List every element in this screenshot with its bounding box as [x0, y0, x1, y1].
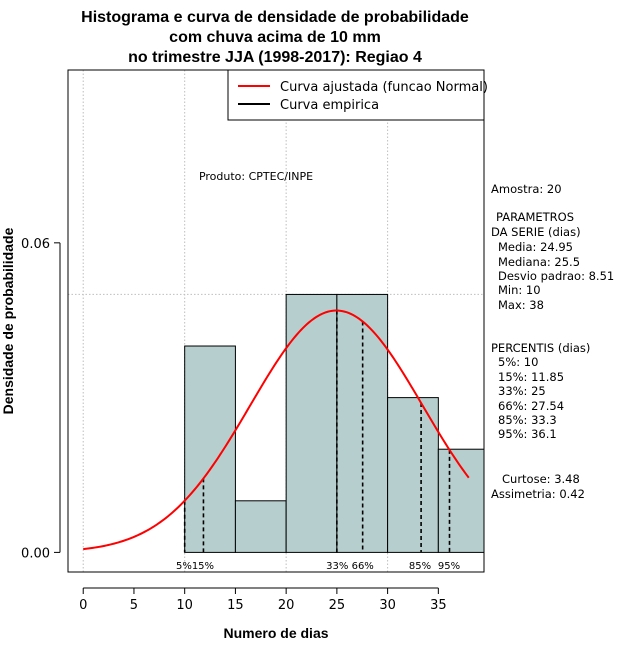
- stat-parametros-header-1: PARAMETROS: [496, 210, 574, 224]
- percentile-label-5-15: 5%15%: [176, 561, 214, 572]
- stat-p5: 5%: 10: [498, 355, 538, 369]
- x-axis: 0 5 10 15 20 25 30 35: [79, 587, 447, 613]
- stat-curtose: Curtose: 3.48: [502, 472, 580, 486]
- stat-p66: 66%: 27.54: [498, 399, 564, 413]
- product-label: Produto: CPTEC/INPE: [199, 170, 313, 183]
- stat-assimetria: Assimetria: 0.42: [491, 487, 585, 501]
- histogram-bar-1: [234, 500, 287, 553]
- x-tick-label-20: 20: [278, 598, 295, 613]
- bars-layer: [184, 293, 485, 553]
- stat-p85: 85%: 33.3: [498, 413, 557, 427]
- x-tick-label-30: 30: [379, 598, 396, 613]
- histogram-bar-5: [437, 448, 485, 553]
- stat-amostra: Amostra: 20: [491, 182, 562, 196]
- chart-title-line-1: Histograma e curva de densidade de proba…: [81, 9, 469, 26]
- stat-p15: 15%: 11.85: [498, 370, 564, 384]
- histogram-bar-4: [387, 397, 439, 553]
- stat-min: Min: 10: [498, 283, 541, 297]
- x-axis-title: Numero de dias: [223, 625, 328, 641]
- percentile-label-95: 95%: [438, 561, 460, 572]
- stat-desvio: Desvio padrao: 8.51: [498, 269, 614, 283]
- stat-p95: 95%: 36.1: [498, 427, 557, 441]
- stat-parametros-header-2: DA SERIE (dias): [491, 225, 581, 239]
- stat-p33: 33%: 25: [498, 384, 546, 398]
- stat-percentis-header: PERCENTIS (dias): [491, 341, 590, 355]
- fitted-normal-curve: [83, 309, 470, 551]
- grid-layer: [68, 70, 484, 572]
- x-tick-label-35: 35: [430, 598, 447, 613]
- legend-label-empirical: Curva empirica: [280, 98, 379, 113]
- percentile-label-33-66: 33% 66%: [326, 561, 374, 572]
- y-tick-label-0: 0.00: [21, 546, 50, 561]
- legend-label-fitted: Curva ajustada (funcao Normal): [280, 80, 488, 95]
- stat-mediana: Mediana: 25.5: [498, 255, 580, 269]
- x-tick-label-5: 5: [130, 598, 138, 613]
- y-axis-title: Densidade de probabilidade: [0, 227, 16, 414]
- histogram-bar-0: [184, 345, 236, 553]
- percentile-label-85: 85%: [409, 561, 431, 572]
- chart-title-line-3: no trimestre JJA (1998-2017): Regiao 4: [128, 49, 422, 66]
- x-tick-label-10: 10: [176, 598, 193, 613]
- x-tick-label-0: 0: [79, 598, 87, 613]
- x-tick-label-15: 15: [227, 598, 244, 613]
- histogram-bar-2: [285, 293, 338, 553]
- legend: Curva ajustada (funcao Normal) Curva emp…: [227, 69, 488, 121]
- curve-layer: [83, 309, 470, 551]
- stat-media: Media: 24.95: [498, 240, 573, 254]
- chart-title-line-2: com chuva acima de 10 mm: [169, 29, 381, 46]
- legend-box: [227, 69, 485, 121]
- x-tick-label-25: 25: [329, 598, 346, 613]
- y-axis: 0.00 0.06: [21, 237, 61, 561]
- statistics-panel: Amostra: 20 PARAMETROS DA SERIE (dias) M…: [491, 182, 614, 501]
- percentile-lines-layer: [183, 310, 451, 553]
- y-tick-label-1: 0.06: [21, 237, 50, 252]
- stat-max: Max: 38: [498, 298, 544, 312]
